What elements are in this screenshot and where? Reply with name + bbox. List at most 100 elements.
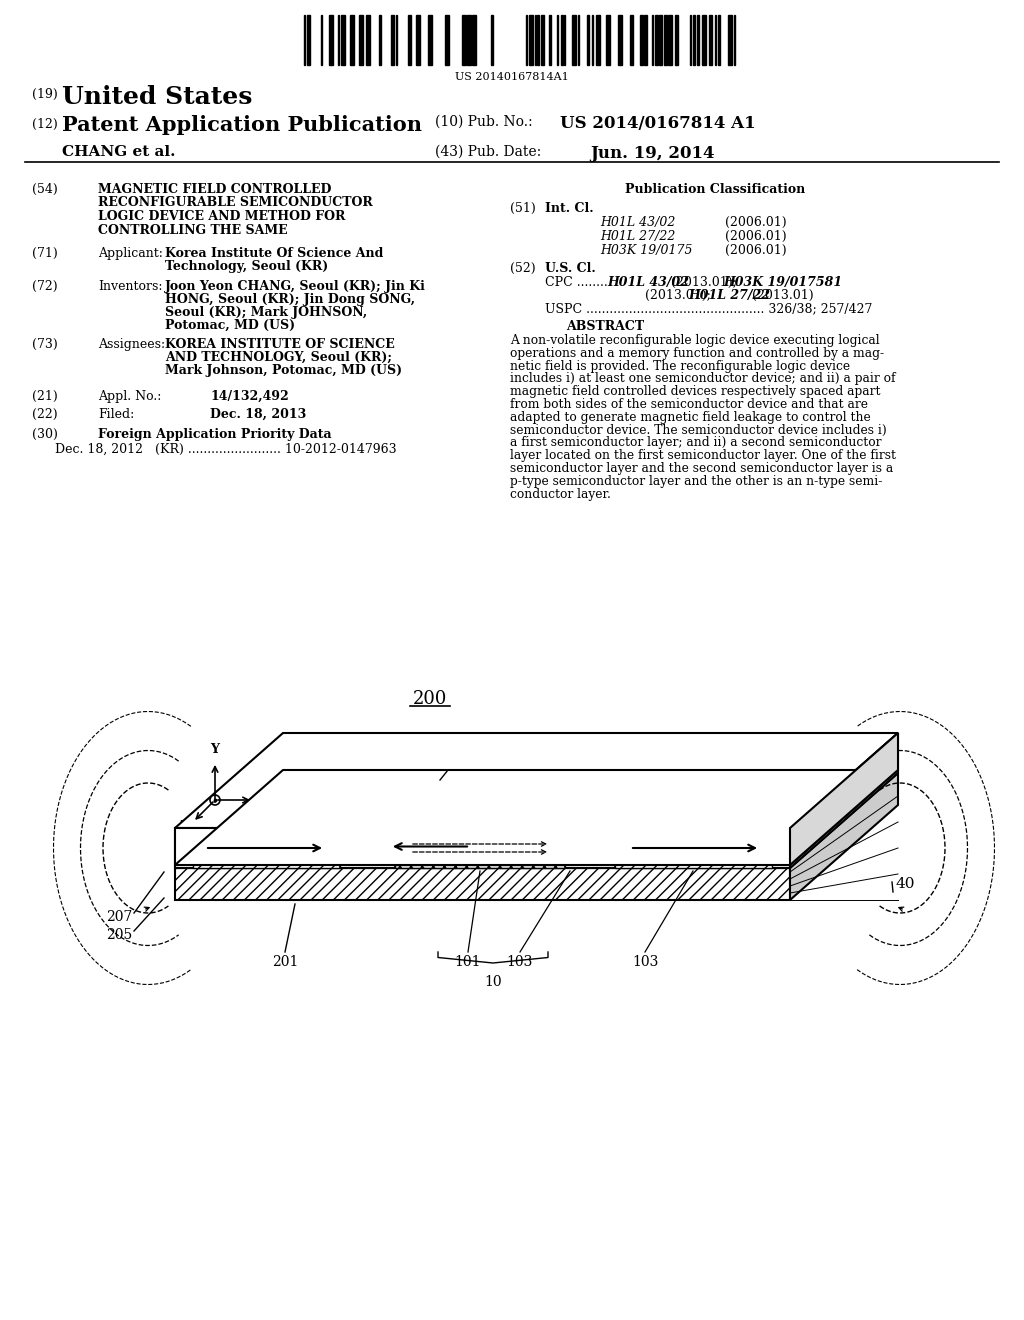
Polygon shape [193,828,340,869]
Bar [709,15,712,65]
Bar [640,15,643,65]
Text: (2006.01): (2006.01) [725,230,786,243]
Bar [561,15,563,65]
Polygon shape [395,828,565,869]
Text: netic field is provided. The reconfigurable logic device: netic field is provided. The reconfigura… [510,359,850,372]
Text: HONG, Seoul (KR); Jin Dong SONG,: HONG, Seoul (KR); Jin Dong SONG, [165,293,415,306]
Circle shape [210,795,220,805]
Text: Foreign Application Priority Data: Foreign Application Priority Data [98,428,332,441]
Bar [329,15,333,65]
Bar [644,15,647,65]
Bar [467,15,471,65]
Bar [697,15,699,65]
Text: (12): (12) [32,117,57,131]
Bar [391,15,394,65]
Text: RECONFIGURABLE SEMICONDUCTOR: RECONFIGURABLE SEMICONDUCTOR [98,197,373,210]
Polygon shape [175,774,898,869]
Text: (22): (22) [32,408,57,421]
Bar [359,15,362,65]
Text: CONTROLLING THE SAME: CONTROLLING THE SAME [98,223,288,236]
Text: US 2014/0167814 A1: US 2014/0167814 A1 [560,115,756,132]
Text: H01L 43/02: H01L 43/02 [607,276,689,289]
Text: from both sides of the semiconductor device and that are: from both sides of the semiconductor dev… [510,399,868,411]
Text: Int. Cl.: Int. Cl. [545,202,594,215]
Text: Korea Institute Of Science And: Korea Institute Of Science And [165,247,383,260]
Text: p-type semiconductor layer and the other is an n-type semi-: p-type semiconductor layer and the other… [510,475,883,488]
Text: CHANG et al.: CHANG et al. [62,145,175,158]
Bar [307,15,310,65]
Polygon shape [175,828,790,869]
Bar [572,15,575,65]
Text: H01L 43/02: H01L 43/02 [600,216,676,228]
Text: semiconductor device. The semiconductor device includes i): semiconductor device. The semiconductor … [510,424,887,437]
Bar [618,15,622,65]
Text: (2006.01): (2006.01) [725,244,786,257]
Bar [549,15,551,65]
Polygon shape [175,770,898,865]
Text: 205: 205 [105,928,132,942]
Bar [718,15,720,65]
Text: United States: United States [62,84,252,110]
Bar [668,15,672,65]
Bar [659,15,662,65]
Text: 103: 103 [507,954,534,969]
Polygon shape [790,774,898,900]
Bar [445,15,449,65]
Text: 40: 40 [895,876,914,891]
Text: Filed:: Filed: [98,408,134,421]
Text: (19): (19) [32,88,57,102]
Text: layer located on the first semiconductor layer. One of the first: layer located on the first semiconductor… [510,449,896,462]
Text: operations and a memory function and controlled by a mag-: operations and a memory function and con… [510,347,884,360]
Text: Jun. 19, 2014: Jun. 19, 2014 [590,145,715,162]
Polygon shape [790,733,898,865]
Text: 207: 207 [105,909,132,924]
Text: a first semiconductor layer; and ii) a second semiconductor: a first semiconductor layer; and ii) a s… [510,437,882,449]
Bar [366,15,370,65]
Text: (73): (73) [32,338,57,351]
Bar [462,15,466,65]
Bar [702,15,706,65]
Text: (10) Pub. No.:: (10) Pub. No.: [435,115,532,129]
Text: Applicant:: Applicant: [98,247,163,260]
Text: (30): (30) [32,428,58,441]
Text: US 20140167814A1: US 20140167814A1 [455,73,569,82]
Text: (72): (72) [32,280,57,293]
Bar [490,15,493,65]
Bar [587,15,589,65]
Text: magnetic field controlled devices respectively spaced apart: magnetic field controlled devices respec… [510,385,881,399]
Bar [596,15,600,65]
Text: (54): (54) [32,183,57,195]
Text: ABSTRACT: ABSTRACT [566,319,644,333]
Text: KOREA INSTITUTE OF SCIENCE: KOREA INSTITUTE OF SCIENCE [165,338,394,351]
Polygon shape [175,828,790,865]
Text: U.S. Cl.: U.S. Cl. [545,261,596,275]
Bar [606,15,610,65]
Text: conductor layer.: conductor layer. [510,487,611,500]
Bar [529,15,534,65]
Text: Y: Y [211,743,219,756]
Bar [379,15,381,65]
Text: (2013.01);: (2013.01); [645,289,715,302]
Bar [675,15,678,65]
Bar [408,15,411,65]
Text: semiconductor layer and the second semiconductor layer is a: semiconductor layer and the second semic… [510,462,893,475]
Text: Joon Yeon CHANG, Seoul (KR); Jin Ki: Joon Yeon CHANG, Seoul (KR); Jin Ki [165,280,426,293]
Text: 201: 201 [271,954,298,969]
Text: includes i) at least one semiconductor device; and ii) a pair of: includes i) at least one semiconductor d… [510,372,896,385]
Text: Inventors:: Inventors: [98,280,163,293]
Text: USPC .............................................. 326/38; 257/427: USPC ...................................… [545,302,872,315]
Text: 200: 200 [413,690,447,708]
Text: Potomac, MD (US): Potomac, MD (US) [165,319,295,333]
Text: Appl. No.:: Appl. No.: [98,389,162,403]
Text: Patent Application Publication: Patent Application Publication [62,115,422,135]
Text: CPC ........: CPC ........ [545,276,611,289]
Text: (21): (21) [32,389,57,403]
Text: (2013.01): (2013.01) [748,289,814,302]
Bar [655,15,658,65]
Bar [472,15,476,65]
Text: adapted to generate magnetic field leakage to control the: adapted to generate magnetic field leaka… [510,411,870,424]
Bar [728,15,732,65]
Text: Z: Z [180,820,189,833]
Bar [350,15,354,65]
Polygon shape [175,733,898,828]
